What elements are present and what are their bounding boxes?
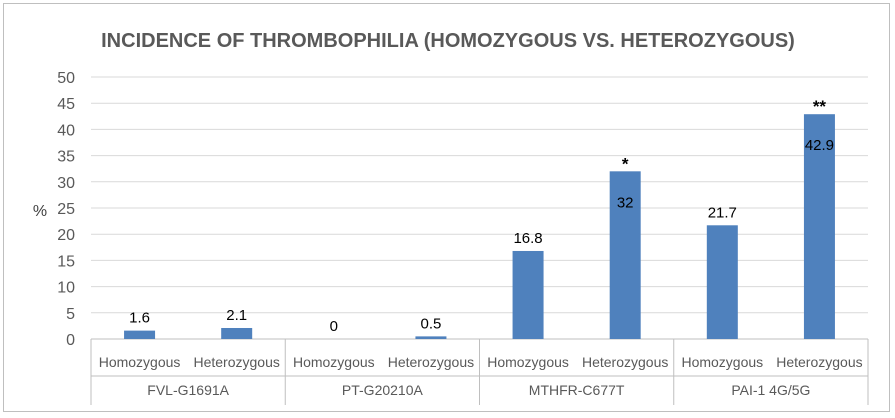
bar xyxy=(512,250,544,339)
data-label: 16.8 xyxy=(513,230,542,247)
bar xyxy=(221,327,253,339)
x-category-label: Homozygous xyxy=(293,354,375,370)
y-tick-label: 50 xyxy=(57,70,75,87)
data-label: 2.1 xyxy=(226,307,247,324)
chart-frame xyxy=(3,3,890,412)
y-tick-label: 45 xyxy=(57,96,75,113)
bar xyxy=(803,114,835,339)
x-category-label: Heterozygous xyxy=(193,354,279,370)
data-labels: 1.6 2.1 0 0.5 16.8 32 * 21.7 42.9 ** xyxy=(129,97,834,335)
data-label: 0 xyxy=(330,318,338,335)
y-tick-label: 40 xyxy=(57,122,75,139)
bar xyxy=(706,225,738,339)
y-tick-label: 15 xyxy=(57,253,75,270)
x-category-label: Heterozygous xyxy=(776,354,862,370)
x-group-label: PAI-1 4G/5G xyxy=(731,382,810,398)
y-axis-label: % xyxy=(33,203,47,220)
y-tick-label: 10 xyxy=(57,280,75,297)
x-category-label: Heterozygous xyxy=(582,354,668,370)
y-tick-label: 35 xyxy=(57,149,75,166)
data-label: 1.6 xyxy=(129,310,150,327)
data-label: 42.9 xyxy=(805,137,834,154)
y-tick-label: 25 xyxy=(57,201,75,218)
chart-title: INCIDENCE OF THROMBOPHILIA (HOMOZYGOUS V… xyxy=(101,30,795,52)
bars xyxy=(124,114,835,339)
x-group-label: FVL-G1691A xyxy=(147,382,229,398)
gridlines xyxy=(91,76,868,340)
significance-marker: * xyxy=(622,154,629,173)
x-category-label: Homozygous xyxy=(487,354,569,370)
x-category-label: Homozygous xyxy=(99,354,181,370)
x-category-label: Heterozygous xyxy=(388,354,474,370)
data-label: 21.7 xyxy=(708,204,737,221)
x-axis: Homozygous Heterozygous FVL-G1691A Homozygo… xyxy=(90,339,869,405)
x-category-label: Homozygous xyxy=(681,354,763,370)
y-tick-label: 30 xyxy=(57,175,75,192)
y-tick-labels: 0 5 10 15 20 25 30 35 40 45 50 xyxy=(57,70,75,349)
data-label: 0.5 xyxy=(421,315,442,332)
bar xyxy=(609,171,641,339)
bar xyxy=(124,330,156,339)
x-group-label: MTHFR-C677T xyxy=(529,382,625,398)
data-label: 32 xyxy=(617,194,634,211)
y-tick-label: 20 xyxy=(57,227,75,244)
significance-marker: ** xyxy=(813,97,827,116)
x-group-label: PT-G20210A xyxy=(342,382,424,398)
y-tick-label: 0 xyxy=(66,332,75,349)
y-tick-label: 5 xyxy=(66,306,75,323)
bar xyxy=(415,336,447,339)
